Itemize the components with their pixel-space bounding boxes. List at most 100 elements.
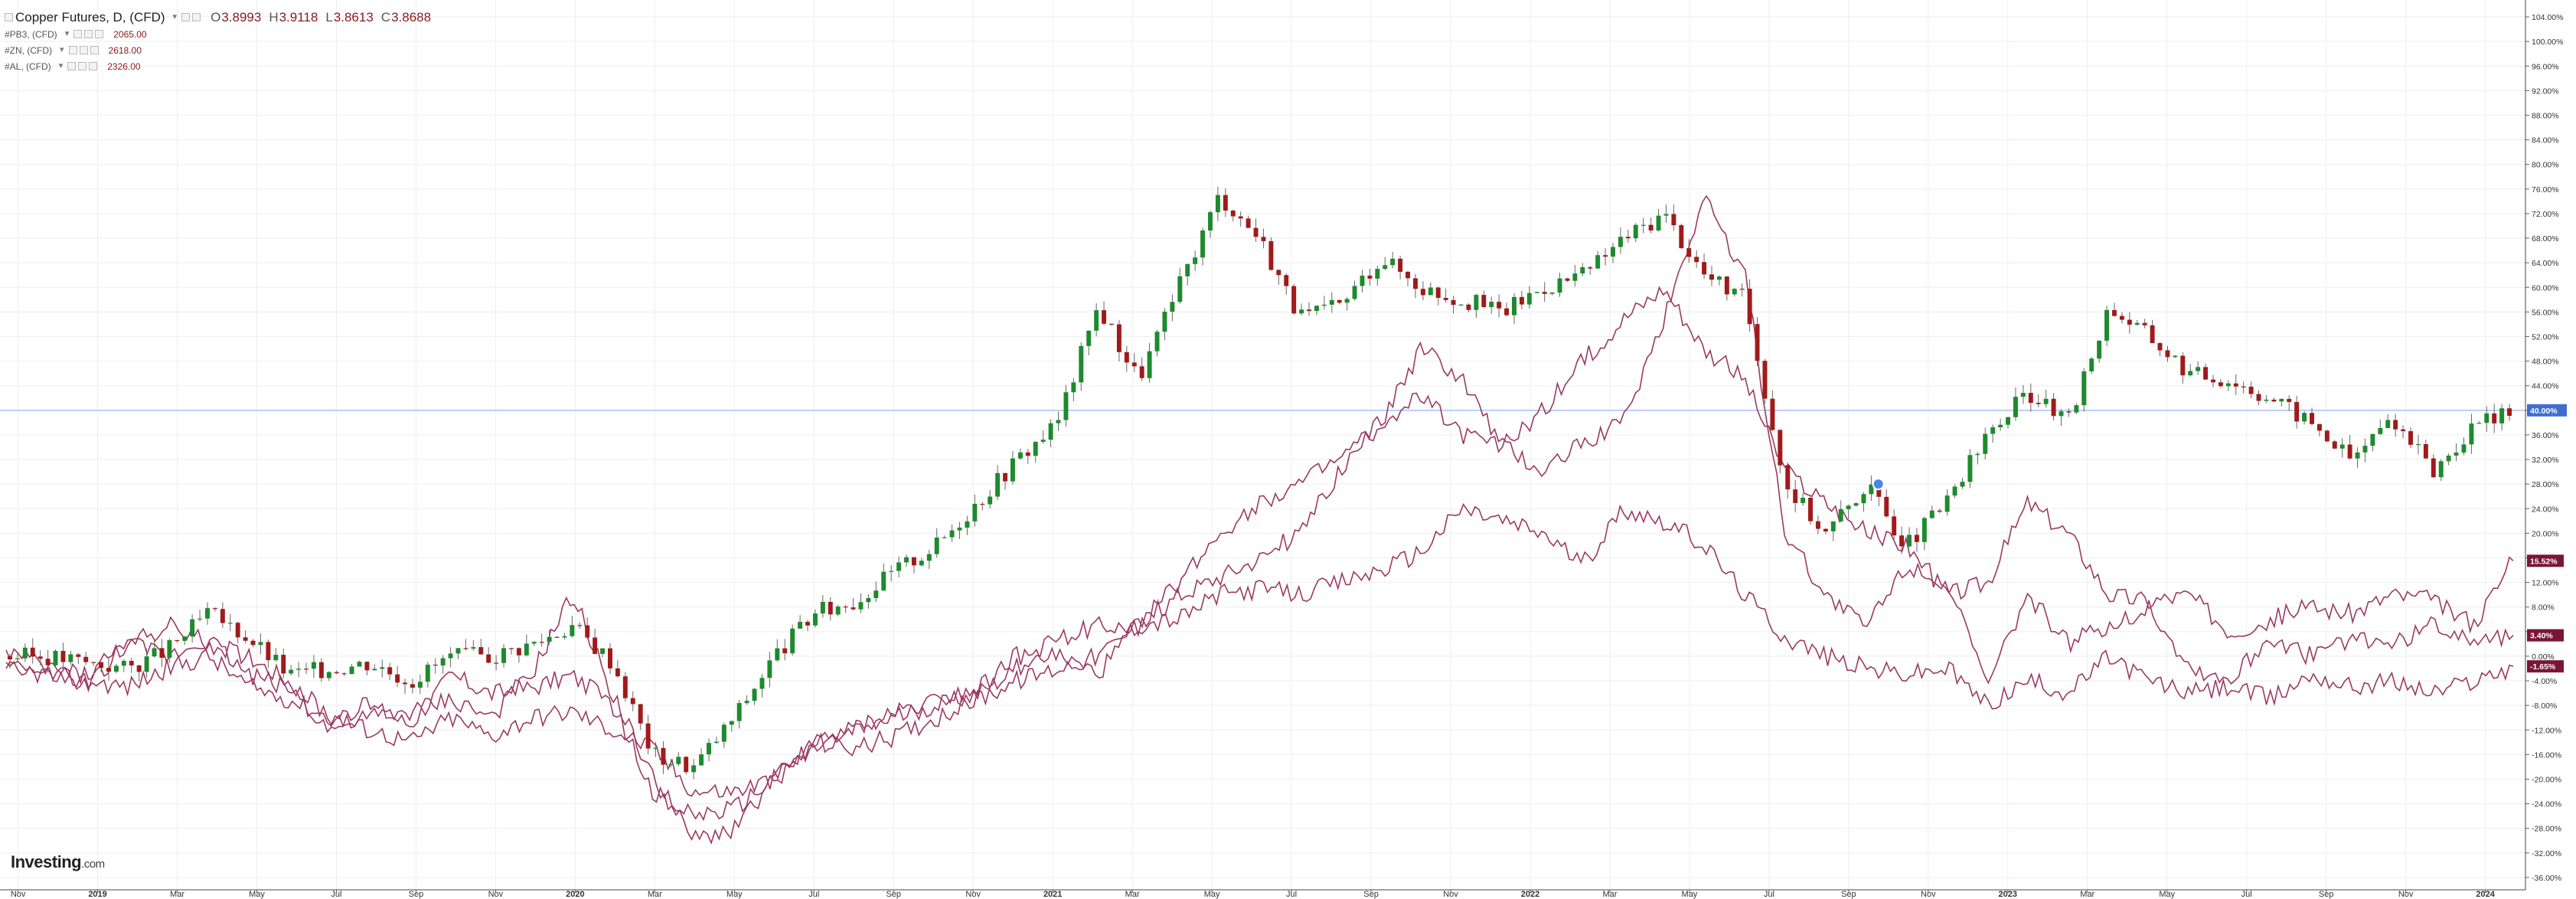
candle: [2370, 433, 2375, 452]
candle-body: [1853, 503, 1859, 506]
candle-body: [1641, 224, 1646, 226]
candle: [1451, 296, 1456, 314]
candle: [1952, 484, 1957, 499]
x-tick-label: Sep: [2319, 890, 2334, 899]
close-icon[interactable]: [192, 12, 201, 21]
candle-body: [2438, 461, 2444, 478]
settings-icon[interactable]: [181, 12, 191, 21]
overlay-line-pb3cfd: [5, 502, 2514, 798]
candle: [2287, 394, 2292, 411]
candle: [2112, 302, 2117, 317]
candle: [1830, 521, 1836, 541]
candle-body: [1914, 534, 1919, 542]
candle-body: [403, 682, 407, 685]
legend-overlay-row[interactable]: #ZN, (CFD) ▾ 2618.00: [5, 42, 439, 58]
eye-icon[interactable]: [73, 30, 83, 38]
candle-body: [250, 640, 256, 646]
event-marker-icon[interactable]: [1872, 478, 1885, 491]
candle-body: [919, 561, 924, 566]
legend-overlay-symbol[interactable]: #PB3, (CFD): [5, 28, 57, 40]
candle-body: [1383, 265, 1388, 270]
collapse-icon[interactable]: [5, 12, 13, 21]
candle: [1975, 452, 1980, 465]
candle-body: [1565, 278, 1570, 281]
candle: [2385, 414, 2391, 429]
event-marker-layer[interactable]: [1872, 478, 1885, 491]
candle-body: [1086, 330, 1092, 346]
candle-body: [2218, 382, 2223, 387]
x-tick-label: Jul: [808, 890, 819, 899]
legend-main-row[interactable]: Copper Futures, D, (CFD) ▾ O3.8993 H3.91…: [5, 8, 439, 26]
candle: [2241, 381, 2246, 394]
candle: [1611, 243, 1615, 263]
candle: [15, 652, 20, 662]
candle: [83, 652, 89, 665]
legend-controls: [181, 12, 203, 21]
y-tick-label: 104.00%: [2532, 13, 2563, 22]
candle-body: [1823, 528, 1828, 531]
candle: [2492, 404, 2497, 433]
legend-overlay-row[interactable]: #PB3, (CFD) ▾ 2065.00: [5, 26, 439, 42]
candle: [478, 639, 484, 655]
candle-body: [2401, 429, 2406, 432]
candle: [1747, 279, 1752, 332]
candle-body: [1261, 237, 1266, 241]
candle: [7, 654, 12, 669]
candle: [1337, 299, 1342, 305]
legend-overlay-symbol[interactable]: #ZN, (CFD): [5, 44, 52, 56]
candle: [289, 665, 294, 676]
candle-body: [1435, 287, 1441, 299]
y-tick-label: -16.00%: [2532, 750, 2561, 760]
candle-body: [2051, 398, 2056, 417]
legend-main-symbol[interactable]: Copper Futures, D, (CFD): [15, 9, 165, 25]
candle: [2324, 430, 2330, 443]
candle-body: [175, 640, 180, 642]
candle-body: [1944, 495, 1950, 512]
candle: [2020, 384, 2026, 404]
candle: [1412, 274, 1418, 299]
candle-body: [1937, 510, 1942, 512]
chevron-down-icon[interactable]: ▾: [58, 61, 64, 70]
candle-body: [2408, 431, 2413, 445]
settings-icon[interactable]: [78, 62, 87, 70]
candle-body: [1116, 324, 1121, 352]
settings-icon[interactable]: [79, 46, 88, 54]
y-tick-label: 28.00%: [2532, 480, 2559, 489]
candle: [99, 662, 104, 673]
legend-low-key: L: [325, 9, 333, 25]
settings-icon[interactable]: [84, 30, 93, 38]
chevron-down-icon[interactable]: ▾: [172, 11, 178, 21]
candle: [1063, 384, 1069, 427]
candle-body: [1276, 270, 1281, 276]
candle: [1071, 378, 1076, 402]
candle: [2074, 403, 2079, 415]
close-icon[interactable]: [90, 46, 99, 54]
candle: [2081, 368, 2087, 412]
chevron-down-icon[interactable]: ▾: [60, 45, 64, 54]
legend-overlay-row[interactable]: #AL, (CFD) ▾ 2326.00: [5, 58, 439, 74]
candle-body: [1131, 362, 1137, 367]
candle-body: [1094, 310, 1099, 331]
candle: [1003, 472, 1008, 490]
candle: [2006, 417, 2011, 429]
close-icon[interactable]: [95, 30, 104, 38]
chevron-down-icon[interactable]: ▾: [64, 29, 70, 38]
candle: [1960, 477, 1965, 489]
candle: [1686, 239, 1692, 263]
candle: [1398, 255, 1403, 280]
close-icon[interactable]: [89, 62, 98, 70]
candle-body: [2461, 444, 2467, 453]
candle-body: [2362, 446, 2368, 453]
legend-overlay-controls: [73, 30, 106, 38]
candle: [273, 648, 279, 662]
candle-body: [2173, 355, 2178, 358]
legend-overlay-symbol[interactable]: #AL, (CFD): [5, 60, 51, 72]
candle: [144, 648, 149, 678]
candle: [258, 633, 263, 655]
legend-open: 3.8993: [221, 9, 262, 25]
eye-icon[interactable]: [68, 46, 77, 54]
candle: [2196, 361, 2201, 375]
candle: [1268, 237, 1274, 271]
eye-icon[interactable]: [67, 62, 77, 70]
